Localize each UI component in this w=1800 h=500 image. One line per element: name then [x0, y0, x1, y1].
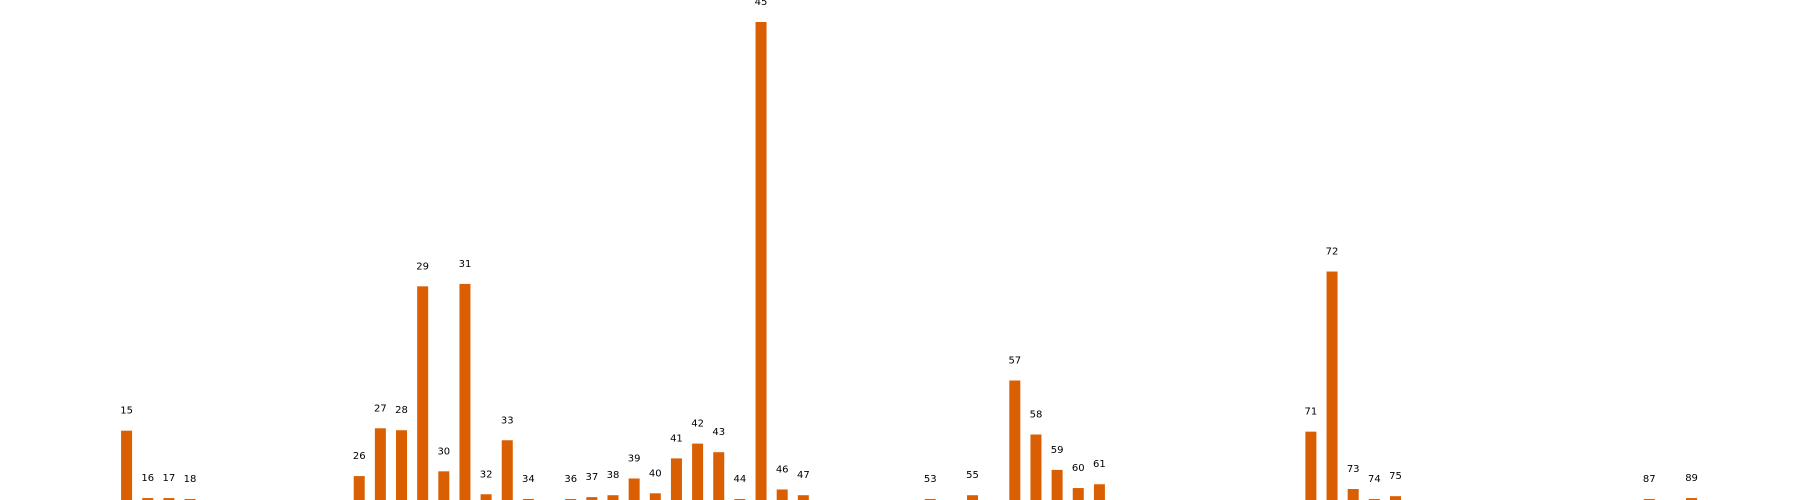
bar-label-58: 58	[1030, 410, 1043, 421]
bar-72	[1326, 271, 1338, 500]
bar-61	[1093, 484, 1105, 500]
bar-label-38: 38	[607, 470, 620, 481]
bar-40	[649, 493, 661, 500]
bar-label-60: 60	[1072, 463, 1085, 474]
bar-label-45: 45	[755, 0, 768, 8]
bar-label-28: 28	[395, 405, 408, 416]
bar-75	[1389, 496, 1401, 500]
bar-label-27: 27	[374, 403, 387, 414]
bar-label-73: 73	[1347, 464, 1360, 475]
bar-label-46: 46	[776, 464, 789, 475]
bar-47	[797, 495, 809, 500]
bar-label-59: 59	[1051, 445, 1064, 456]
bar-label-53: 53	[924, 474, 937, 485]
bar-label-47: 47	[797, 470, 810, 481]
bar-27	[374, 428, 386, 500]
bar-label-37: 37	[585, 472, 598, 483]
bar-label-16: 16	[141, 473, 154, 484]
bar-label-57: 57	[1008, 356, 1021, 367]
bar-label-32: 32	[480, 469, 493, 480]
bar-55	[967, 495, 979, 500]
bar-label-89: 89	[1685, 473, 1698, 484]
bar-26	[353, 476, 365, 500]
bar-37	[586, 497, 598, 500]
bar-label-87: 87	[1643, 474, 1656, 485]
bar-label-29: 29	[416, 261, 429, 272]
bar-label-39: 39	[628, 453, 641, 464]
bar-38	[607, 495, 619, 500]
bar-label-34: 34	[522, 474, 535, 485]
bar-label-41: 41	[670, 433, 683, 444]
bar-label-33: 33	[501, 415, 514, 426]
bar-71	[1305, 431, 1317, 500]
bar-39	[628, 478, 640, 500]
bar-label-72: 72	[1326, 247, 1339, 258]
bar-label-15: 15	[120, 406, 133, 417]
bar-29	[417, 286, 429, 500]
bar-label-26: 26	[353, 451, 366, 462]
bar-label-40: 40	[649, 468, 662, 479]
bar-label-31: 31	[459, 259, 472, 270]
bar-43	[713, 452, 725, 500]
bar-15	[121, 430, 133, 500]
bar-label-71: 71	[1305, 407, 1318, 418]
bar-57	[1009, 380, 1021, 500]
bar-30	[438, 471, 450, 500]
bar-label-74: 74	[1368, 474, 1381, 485]
bar-label-36: 36	[564, 474, 577, 485]
bar-label-43: 43	[712, 427, 725, 438]
bar-label-30: 30	[437, 446, 450, 457]
bar-label-18: 18	[184, 474, 197, 485]
bar-17	[163, 498, 175, 500]
bar-58	[1030, 434, 1042, 500]
bar-46	[776, 489, 788, 500]
bar-60	[1072, 488, 1084, 500]
bar-33	[501, 440, 513, 500]
bar-28	[396, 430, 408, 500]
bar-label-44: 44	[734, 474, 747, 485]
bar-31	[459, 283, 471, 500]
bar-label-61: 61	[1093, 459, 1106, 470]
bars-group	[121, 22, 1698, 500]
bar-label-17: 17	[163, 473, 176, 484]
bar-42	[692, 443, 704, 500]
bar-45	[755, 22, 767, 500]
bar-59	[1051, 469, 1063, 500]
bar-32	[480, 494, 492, 500]
bar-16	[142, 498, 154, 500]
bar-73	[1347, 489, 1359, 500]
bar-label-42: 42	[691, 419, 704, 430]
bar-labels-group: 15 16 17 18 26 27 28 29 30 31 32 33 34 36 37 38 39 40 41 42…	[120, 0, 1698, 485]
bar-label-55: 55	[966, 470, 979, 481]
bar-89	[1686, 498, 1698, 500]
bar-41	[670, 458, 682, 500]
bar-label-75: 75	[1389, 471, 1402, 482]
